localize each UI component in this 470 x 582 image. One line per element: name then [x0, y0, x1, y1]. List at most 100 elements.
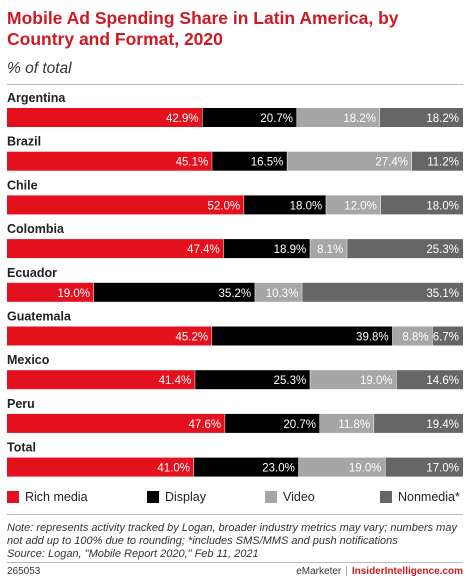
chart-legend: Rich media Display Video Nonmedia*	[7, 490, 467, 506]
value-label-brazil-rich-media: 45.1%	[176, 157, 209, 169]
legend-item-rich-media: Rich media	[7, 490, 88, 504]
legend-item-nonmedia: Nonmedia*	[380, 490, 460, 504]
bar-segment-argentina-video	[297, 108, 381, 127]
value-label-argentina-video: 18.2%	[343, 113, 376, 125]
bar-segment-total-video	[298, 457, 386, 477]
value-label-mexico-video: 19.0%	[360, 375, 393, 387]
bar-segment-chile-nonmedia	[380, 195, 463, 215]
value-label-total-display: 23.0%	[262, 463, 295, 475]
value-label-peru-display: 20.7%	[283, 419, 316, 431]
value-label-ecuador-display: 35.2%	[219, 288, 252, 300]
bar-segment-ecuador-display	[93, 282, 256, 302]
value-label-ecuador-rich-media: 19.0%	[57, 288, 90, 300]
value-label-argentina-rich-media: 42.9%	[166, 113, 199, 125]
value-label-colombia-video: 8.1%	[317, 244, 343, 256]
bar-segment-chile-rich-media	[7, 195, 245, 215]
value-label-chile-video: 12.0%	[344, 200, 377, 212]
bar-segment-peru-video	[320, 413, 375, 433]
bar-segment-mexico-nonmedia	[396, 370, 463, 390]
bar-segment-brazil-rich-media	[7, 151, 213, 171]
bar-segment-peru-nonmedia	[374, 413, 463, 433]
bar-segment-colombia-display	[223, 239, 311, 259]
bar-segment-guatemala-display	[212, 326, 393, 346]
value-label-ecuador-nonmedia: 35.1%	[426, 288, 459, 300]
value-label-guatemala-display: 39.8%	[356, 332, 389, 344]
brand-block: eMarketer | InsiderIntelligence.com	[296, 566, 463, 577]
note-text: Note: represents activity tracked by Log…	[7, 522, 457, 547]
bar-segment-brazil-nonmedia	[412, 151, 463, 171]
value-label-chile-display: 18.0%	[290, 200, 323, 212]
value-label-mexico-display: 25.3%	[274, 375, 307, 387]
bar-segment-colombia-rich-media	[7, 239, 224, 259]
bar-segment-peru-display	[225, 413, 321, 433]
bar-segment-argentina-rich-media	[7, 108, 203, 127]
bar-segment-brazil-display	[212, 151, 288, 171]
bar-segment-argentina-display	[202, 108, 298, 127]
value-label-guatemala-video: 8.8%	[402, 332, 428, 344]
chart-notes: Note: represents activity tracked by Log…	[7, 522, 465, 561]
legend-swatch-rich-media	[7, 491, 19, 503]
legend-item-display: Display	[147, 490, 206, 504]
bar-segment-peru-rich-media	[7, 413, 226, 433]
bar-segment-total-display	[193, 457, 299, 477]
bar-segment-colombia-video	[310, 239, 348, 259]
bar-segment-ecuador-video	[255, 282, 303, 302]
value-label-colombia-rich-media: 47.4%	[187, 244, 220, 256]
value-label-chile-nonmedia: 18.0%	[426, 200, 459, 212]
bar-segment-ecuador-nonmedia	[302, 282, 463, 302]
value-label-brazil-nonmedia: 11.2%	[427, 157, 459, 169]
bar-segment-guatemala-video	[392, 326, 433, 346]
brand-site-link[interactable]: InsiderIntelligence.com	[351, 566, 463, 577]
brand-separator: |	[345, 566, 348, 577]
category-label-argentina: Argentina	[7, 91, 66, 105]
source-text: Source: Logan, "Mobile Report 2020," Feb…	[7, 548, 259, 560]
category-label-colombia: Colombia	[7, 222, 65, 236]
value-label-total-nonmedia: 17.0%	[426, 463, 459, 475]
category-label-ecuador: Ecuador	[7, 266, 57, 280]
value-label-colombia-display: 18.9%	[274, 244, 307, 256]
chart-id: 265053	[7, 566, 41, 577]
value-label-peru-rich-media: 47.6%	[189, 419, 222, 431]
value-label-total-rich-media: 41.0%	[157, 463, 190, 475]
category-label-peru: Peru	[7, 397, 35, 411]
category-label-mexico: Mexico	[7, 353, 50, 367]
brand-name: eMarketer	[296, 566, 342, 577]
bar-segment-brazil-video	[287, 151, 413, 171]
legend-swatch-video	[265, 491, 277, 503]
category-label-chile: Chile	[7, 178, 38, 192]
value-label-mexico-rich-media: 41.4%	[159, 375, 192, 387]
bar-segment-argentina-nonmedia	[380, 108, 463, 127]
value-label-total-video: 19.0%	[349, 463, 382, 475]
bar-segment-mexico-display	[195, 370, 311, 390]
stacked-bar-chart: Argentina 42.9% 20.7% 18.2% 18.2% Brazil 45.1%…	[7, 91, 463, 477]
bar-segment-chile-display	[244, 195, 327, 215]
value-label-chile-rich-media: 52.0%	[208, 200, 241, 212]
bar-segment-guatemala-rich-media	[7, 326, 213, 346]
bar-segment-total-nonmedia	[385, 457, 463, 477]
legend-swatch-display	[147, 491, 159, 503]
chart-title: Mobile Ad Spending Share in Latin Americ…	[7, 8, 399, 49]
value-label-brazil-display: 16.5%	[251, 157, 284, 169]
category-label-guatemala: Guatemala	[7, 310, 72, 324]
category-label-total: Total	[7, 441, 36, 455]
bar-segment-colombia-nonmedia	[347, 239, 463, 259]
title-divider	[7, 84, 463, 85]
bar-segment-guatemala-nonmedia	[432, 326, 463, 346]
bar-segment-ecuador-rich-media	[7, 282, 94, 302]
legend-label-display: Display	[165, 490, 206, 504]
value-label-guatemala-nonmedia: 6.7%	[433, 332, 459, 344]
value-label-argentina-display: 20.7%	[260, 113, 293, 125]
legend-swatch-nonmedia	[380, 491, 392, 503]
value-label-argentina-nonmedia: 18.2%	[426, 113, 459, 125]
bar-segment-chile-video	[326, 195, 381, 215]
value-label-colombia-nonmedia: 25.3%	[426, 244, 459, 256]
bar-segment-mexico-rich-media	[7, 370, 196, 390]
legend-label-rich-media: Rich media	[25, 490, 88, 504]
bar-segment-mexico-video	[310, 370, 397, 390]
value-label-peru-nonmedia: 19.4%	[426, 419, 459, 431]
footer-divider	[7, 562, 463, 563]
legend-divider	[7, 514, 463, 515]
value-label-peru-video: 11.8%	[338, 419, 370, 431]
legend-label-video: Video	[283, 490, 315, 504]
value-label-mexico-nonmedia: 14.6%	[426, 375, 459, 387]
